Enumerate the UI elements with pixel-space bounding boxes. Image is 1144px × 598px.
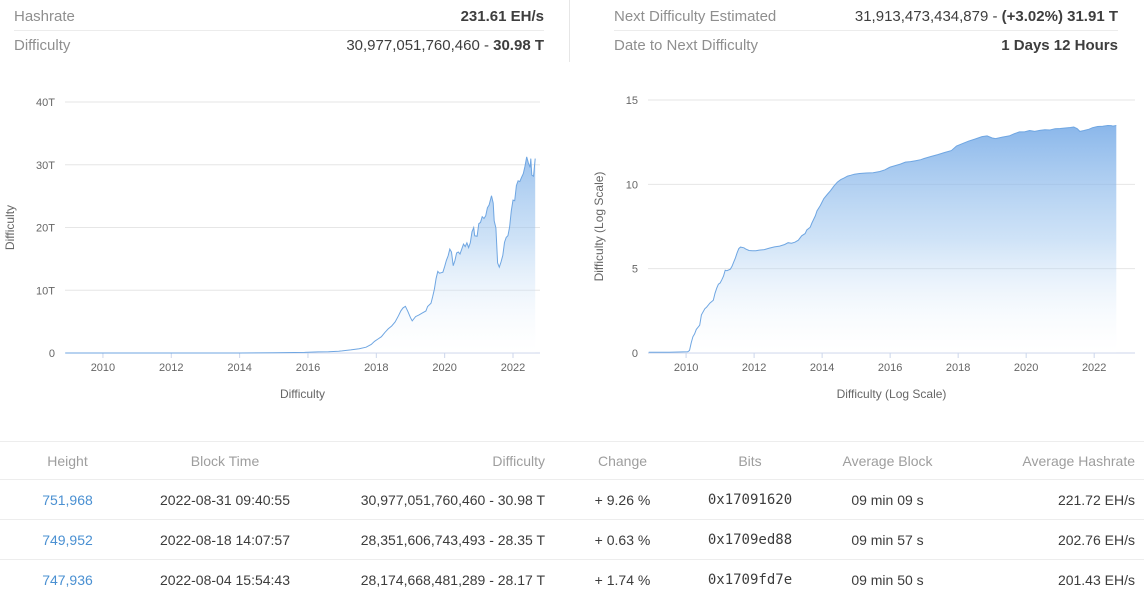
x-tick-label: 2020 (1014, 362, 1038, 374)
change-cell: + 1.74 % (594, 571, 651, 588)
y-tick-label: 5 (632, 264, 638, 276)
avg_block-cell: 09 min 57 s (851, 531, 924, 548)
difficulty-table-header-row: Height Block Time Difficulty Change Bits Aver… (0, 441, 1144, 480)
y-tick-label: 20T (36, 223, 55, 235)
current-stats-card: Hashrate 231.61 EH/s Difficulty 30,977,0… (0, 0, 570, 62)
avg_hashrate-cell: 202.76 EH/s (1057, 531, 1135, 548)
next-difficulty-label: Next Difficulty Estimated (614, 7, 777, 25)
stats-section: Hashrate 231.61 EH/s Difficulty 30,977,0… (0, 0, 1144, 62)
avg_hashrate-cell: 221.72 EH/s (1057, 491, 1135, 508)
date-to-next-difficulty-label: Date to Next Difficulty (614, 37, 758, 54)
date-to-next-difficulty-value: 1 Days 12 Hours (1001, 37, 1118, 54)
x-tick-label: 2018 (364, 362, 388, 374)
difficulty-cell: 28,174,668,481,289 - 28.17 T (360, 571, 545, 588)
x-tick-label: 2016 (296, 362, 320, 374)
x-tick-label: 2012 (159, 362, 183, 374)
bits-cell: 0x1709fd7e (707, 571, 793, 588)
x-tick-label: 2018 (946, 362, 970, 374)
x-tick-label: 2014 (810, 362, 834, 374)
column-header-block_time: Block Time (190, 452, 260, 469)
hashrate-value: 231.61 EH/s (460, 7, 544, 25)
y-tick-label: 10T (36, 285, 55, 297)
height-cell: 749,952 (0, 520, 135, 560)
area-series-fill (65, 156, 536, 353)
block_time-cell: 2022-08-31 09:40:55 (160, 491, 290, 508)
difficulty-value: 30,977,051,760,460 - 30.98 T (346, 37, 544, 54)
change-cell: + 0.63 % (594, 531, 651, 548)
difficulty-cell: 28,351,606,743,493 - 28.35 T (360, 531, 545, 548)
y-tick-label: 0 (632, 348, 638, 360)
hashrate-stat-row: Hashrate 231.61 EH/s (14, 2, 544, 31)
column-header-change: Change (597, 452, 648, 469)
y-tick-label: 10 (626, 179, 638, 191)
avg_hashrate-cell: 201.43 EH/s (1057, 571, 1135, 588)
difficulty-history-table: Height Block Time Difficulty Change Bits Aver… (0, 441, 1144, 598)
bits-cell: 0x17091620 (707, 491, 793, 508)
difficulty-log-chart: 0 5 10 15 2010 2012 2014 2016 2018 2020 2022 Diffic… (592, 95, 1135, 401)
table-header: Height Block Time Difficulty Change Bits Aver… (0, 441, 1144, 480)
next-difficulty-stat-row: Next Difficulty Estimated 31,913,473,434… (614, 2, 1118, 31)
bits-cell: 0x1709ed88 (707, 531, 793, 548)
difficulty-stat-row: Difficulty 30,977,051,760,460 - 30.98 T (14, 31, 544, 60)
avg_block-cell: 09 min 50 s (851, 571, 924, 588)
x-tick-label: 2016 (878, 362, 902, 374)
block_time-cell: 2022-08-18 14:07:57 (160, 531, 290, 548)
block_time-cell: 2022-08-04 15:54:43 (160, 571, 290, 588)
area-series-fill (648, 125, 1117, 353)
column-header-difficulty: Difficulty (492, 452, 545, 469)
column-header-avg_hashrate: Average Hashrate (1022, 452, 1135, 469)
column-header-height: Height (47, 452, 88, 469)
difficulty-cell: 30,977,051,760,460 - 30.98 T (360, 491, 545, 508)
next-difficulty-value: 31,913,473,434,879 - (+3.02%) 31.91 T (854, 7, 1118, 25)
y-axis-title: Difficulty (Log Scale) (592, 172, 606, 282)
x-axis-title: Difficulty (280, 387, 325, 401)
difficulty-linear-chart: 0 10T 20T 30T 40T 2010 2012 2014 2016 2018 2020 202… (3, 97, 540, 401)
x-tick-label: 2022 (501, 362, 525, 374)
x-tick-label: 2010 (91, 362, 115, 374)
hashrate-label: Hashrate (14, 7, 75, 25)
x-tick-label: 2014 (227, 362, 251, 374)
column-header-avg_block: Average Block (842, 452, 933, 469)
date-to-next-difficulty-stat-row: Date to Next Difficulty 1 Days 12 Hours (614, 31, 1118, 60)
table-row: 749,952 2022-08-18 14:07:57 28,351,606,743… (0, 520, 1144, 560)
block-height-link[interactable]: 749,952 (42, 531, 93, 548)
area-series-line (65, 156, 536, 354)
x-tick-label: 2010 (674, 362, 698, 374)
y-tick-label: 0 (49, 348, 55, 360)
next-difficulty-stats-card: Next Difficulty Estimated 31,913,473,434… (570, 0, 1144, 62)
block-height-link[interactable]: 751,968 (42, 491, 93, 508)
y-tick-label: 40T (36, 97, 55, 109)
x-tick-label: 2022 (1082, 362, 1106, 374)
difficulty-label: Difficulty (14, 37, 71, 54)
y-tick-label: 15 (626, 95, 638, 107)
y-tick-label: 30T (36, 160, 55, 172)
avg_block-cell: 09 min 09 s (851, 491, 924, 508)
x-tick-label: 2012 (742, 362, 766, 374)
height-cell: 751,968 (0, 480, 135, 520)
x-axis-title: Difficulty (Log Scale) (837, 387, 947, 401)
area-series-line (648, 124, 1117, 353)
y-axis-title: Difficulty (3, 205, 17, 250)
table-row: 747,936 2022-08-04 15:54:43 28,174,668,481… (0, 560, 1144, 598)
x-tick-label: 2020 (432, 362, 456, 374)
difficulty-table-body: 751,968 2022-08-31 09:40:55 30,977,051,760… (0, 480, 1144, 598)
column-header-bits: Bits (738, 452, 762, 469)
height-cell: 747,936 (0, 560, 135, 598)
table-row: 751,968 2022-08-31 09:40:55 30,977,051,760… (0, 480, 1144, 520)
charts-section: 0 10T 20T 30T 40T 2010 2012 2014 2016 2018 2020 202… (0, 88, 1144, 438)
block-height-link[interactable]: 747,936 (42, 571, 93, 588)
change-cell: + 9.26 % (594, 491, 651, 508)
